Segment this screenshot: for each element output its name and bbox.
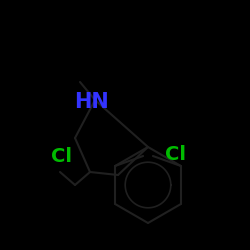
Text: Cl: Cl bbox=[164, 146, 186, 165]
Text: HN: HN bbox=[74, 92, 110, 112]
Text: Cl: Cl bbox=[52, 148, 72, 167]
